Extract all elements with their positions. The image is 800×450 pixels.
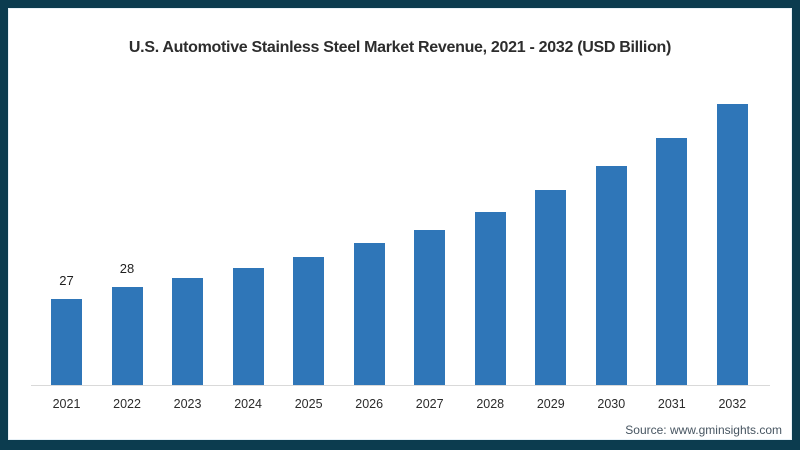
bar-column-2026	[353, 243, 385, 385]
chart-title: U.S. Automotive Stainless Steel Market R…	[128, 39, 672, 56]
x-axis-label-cell: 2031	[656, 397, 687, 411]
x-axis-label: 2027	[415, 397, 444, 411]
x-axis-label: 2023	[173, 397, 202, 411]
bar-column-2029	[535, 190, 567, 385]
bar-column-2022: 28	[111, 261, 143, 385]
bar-column-2023	[172, 278, 204, 385]
x-axis-label-cell: 2029	[535, 397, 566, 411]
x-axis-label: 2026	[355, 397, 384, 411]
bar-column-2028	[474, 212, 506, 385]
bar-column-2025	[293, 257, 325, 385]
x-axis-label-cell: 2027	[414, 397, 445, 411]
x-axis-label-cell: 2032	[717, 397, 748, 411]
bar-column-2027	[414, 230, 446, 385]
x-axis-line	[31, 385, 770, 386]
bar	[172, 278, 204, 385]
bar	[474, 212, 506, 385]
x-axis-label: 2028	[476, 397, 505, 411]
x-axis-label-cell: 2026	[354, 397, 385, 411]
x-axis-label: 2030	[597, 397, 626, 411]
x-axis-label: 2031	[657, 397, 686, 411]
bar-column-2030	[595, 166, 627, 385]
bar	[535, 190, 567, 385]
x-axis-label: 2021	[52, 397, 81, 411]
x-axis-label: 2029	[536, 397, 565, 411]
bar-column-2024	[232, 268, 264, 385]
source-attribution: Source: www.gminsights.com	[625, 423, 782, 437]
bar	[595, 166, 627, 385]
bar-column-2031	[656, 138, 688, 385]
x-axis-label-cell: 2030	[596, 397, 627, 411]
bar-series: 27 28	[51, 65, 748, 385]
x-axis-label: 2032	[718, 397, 747, 411]
x-axis-label: 2025	[294, 397, 323, 411]
x-axis-label-cell: 2022	[112, 397, 143, 411]
x-axis-label-cell: 2024	[233, 397, 264, 411]
x-axis-label-cell: 2021	[51, 397, 82, 411]
x-axis-label-cell: 2025	[293, 397, 324, 411]
bar-column-2021: 27	[51, 274, 82, 385]
x-axis-label: 2022	[113, 397, 141, 411]
x-axis-label: 2024	[234, 397, 262, 411]
bar-value-label: 28	[119, 261, 135, 276]
bar	[716, 104, 748, 385]
bar	[51, 299, 82, 385]
bar	[293, 257, 325, 385]
bar-value-label: 27	[59, 273, 74, 288]
x-axis-labels: 2021 2022 2023 2024 2025 2026 2027 2028 2029 2030…	[51, 397, 748, 411]
x-axis-label-cell: 2028	[475, 397, 506, 411]
bar	[111, 287, 143, 385]
bar	[414, 230, 446, 385]
bar	[353, 243, 385, 385]
bar-column-2032	[716, 104, 748, 385]
bar	[656, 138, 688, 385]
bar	[232, 268, 264, 385]
x-axis-label-cell: 2023	[172, 397, 203, 411]
